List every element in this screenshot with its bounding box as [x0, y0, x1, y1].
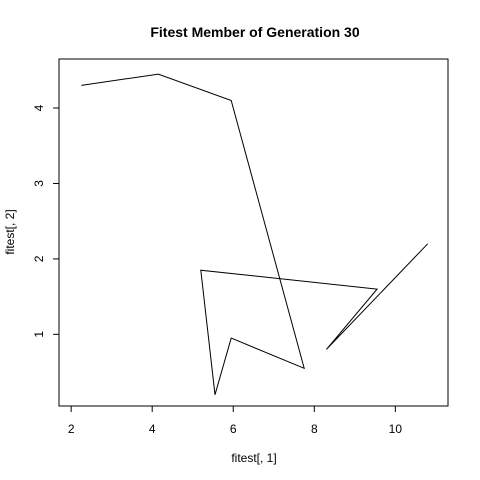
x-tick-label: 8 [311, 422, 318, 436]
x-tick-label: 2 [68, 422, 75, 436]
x-axis-label: fitest[, 1] [231, 451, 276, 465]
y-tick-label: 2 [32, 255, 46, 262]
plot-frame [58, 58, 449, 407]
y-axis: 1 2 3 4 [32, 104, 60, 338]
x-axis: 2 4 6 8 10 [68, 405, 403, 436]
y-axis-label: fitest[, 2] [3, 209, 17, 254]
chart-title: Fitest Member of Generation 30 [150, 24, 359, 40]
y-tick-label: 1 [32, 331, 46, 338]
x-tick-label: 10 [389, 422, 403, 436]
series-line [81, 73, 429, 395]
x-tick-label: 6 [230, 422, 237, 436]
y-tick-label: 4 [32, 104, 46, 111]
y-tick-label: 3 [32, 180, 46, 187]
x-tick-label: 4 [149, 422, 156, 436]
series-group [81, 73, 429, 395]
